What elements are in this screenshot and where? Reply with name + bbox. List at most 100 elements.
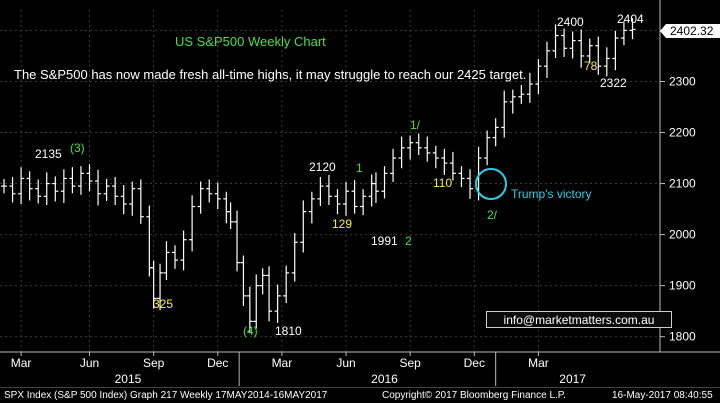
ohlc-bar [561,28,568,57]
footer-bar: SPX Index (S&P 500 Index) Graph 217 Week… [0,387,720,403]
ohlc-bar [360,189,367,216]
ohlc-bar [449,151,456,181]
label-2400: 2400 [557,15,584,29]
ohlc-bar [372,172,379,203]
ohlc-bar [595,36,602,75]
ohlc-bar [180,230,187,271]
ohlc-bar [172,245,179,269]
ohlc-bar [526,72,533,103]
ohlc-bar [398,136,405,169]
ohlc-bar [146,205,153,277]
trump-victory-circle [475,168,507,200]
ohlc-bar [69,167,76,194]
x-month-label: Mar [11,356,32,370]
wave-label-2-slash: 2/ [487,208,498,222]
ohlc-bar [291,233,298,282]
x-month-label: Dec [464,356,485,370]
ohlc-bar [77,166,84,195]
x-month-label: Mar [528,356,549,370]
ohlc-bar [509,89,516,114]
label-129: 129 [332,217,352,231]
ohlc-bar [86,164,93,192]
wave-label-2: 2 [405,234,412,248]
wave-label-4: (4) [243,324,258,338]
ohlc-bar [492,118,499,147]
ohlc-bar [578,29,585,68]
ohlc-bar [18,167,25,204]
x-month-label: Sep [143,356,165,370]
contact-email[interactable]: info@marketmatters.com.au [486,311,672,328]
footer-instrument: SPX Index (S&P 500 Index) Graph 217 Week… [4,390,328,401]
ohlc-bar [189,195,196,252]
ohlc-bar [620,21,627,46]
label-325: 325 [153,297,173,311]
x-month-label: Mar [272,356,293,370]
ohlc-bar [129,181,136,216]
label-1991: 1991 [371,234,398,248]
ohlc-bar [26,171,33,201]
y-tick-label: 2300 [669,74,696,88]
ohlc-bar [543,41,550,78]
ohlc-bar [381,166,388,199]
last-price-value: 2402.32 [670,24,714,38]
ohlc-bar [60,169,67,203]
wave-label-1: 1 [356,161,363,175]
ohlc-bar [206,179,213,203]
ohlc-bar [586,38,593,64]
x-year-label: 2015 [115,372,142,386]
ohlc-bar [325,174,332,205]
ohlc-bar [103,178,110,201]
label-78: 78 [584,59,598,73]
ohlc-bar [52,176,59,202]
ohlc-bars [1,18,636,334]
ohlc-bar [112,176,119,205]
footer-copyright: Copyright© 2017 Bloomberg Finance L.P. [382,390,566,401]
ohlc-bar [35,179,42,204]
x-month-label: Jun [80,356,99,370]
label-2135: 2135 [35,147,62,161]
ohlc-bar [274,284,281,323]
ohlc-bar [484,130,491,166]
x-year-label: 2016 [371,372,398,386]
ohlc-bar [424,136,431,162]
ohlc-bar [343,182,350,216]
ohlc-bar [308,191,315,224]
y-tick-label: 1800 [669,330,696,344]
ohlc-bar [253,274,260,329]
ohlc-bar [1,178,7,194]
footer-timestamp: 16-May-2017 08:40:55 [612,390,713,401]
ohlc-bar [214,182,221,210]
ohlc-bar [535,59,542,95]
ohlc-bar [612,30,619,71]
label-2404: 2404 [617,12,644,26]
ohlc-bar [246,286,253,334]
ohlc-bar [95,169,102,206]
ohlc-bar [150,260,157,309]
ohlc-bar [197,181,204,214]
ohlc-bar [240,255,247,307]
ohlc-bar [234,210,241,272]
x-year-label: 2017 [559,372,586,386]
y-tick-label: 2100 [669,177,696,191]
y-tick-label: 2000 [669,228,696,242]
ohlc-bar [441,148,448,175]
ohlc-bar [137,179,144,224]
x-month-label: Dec [207,356,228,370]
x-axis: Mar Jun Sep Dec Mar Jun Sep Dec Mar 2015 2016 2017 [0,351,720,386]
ohlc-bar [266,266,273,322]
ohlc-bar [415,133,422,155]
ohlc-bar [569,31,576,59]
ohlc-bar [351,179,358,214]
ohlc-bar [227,202,234,229]
x-month-label: Sep [399,356,421,370]
ohlc-bar [223,191,230,224]
ohlc-bar [432,145,439,169]
y-tick-label: 2200 [669,126,696,140]
ohlc-bar [390,148,397,183]
ohlc-bar [300,200,307,253]
label-2120: 2120 [309,160,336,174]
ohlc-bar [9,176,16,203]
ohlc-bar [259,268,266,295]
label-110: 110 [433,176,452,190]
grid-lines [0,10,660,352]
